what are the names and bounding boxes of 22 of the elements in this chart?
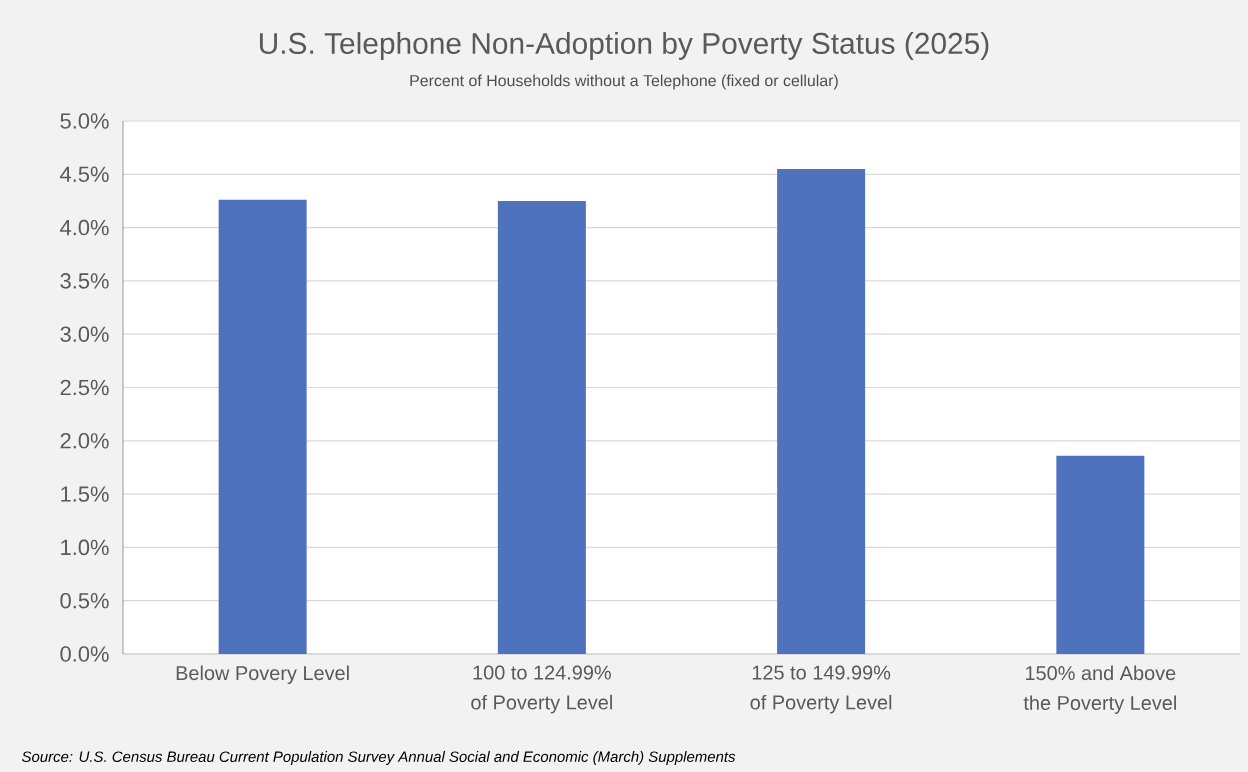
- y-tick-label: 5.0%: [60, 113, 109, 129]
- y-tick-label: 3.5%: [60, 273, 109, 289]
- text: Source: U.S. Census Bureau Current Population Survey Annual Social and Economic (March) Supplements: [21, 751, 736, 765]
- bar: [777, 168, 866, 654]
- y-tick-label: 0.0%: [60, 646, 109, 662]
- bar: [218, 199, 307, 654]
- chart-subtitle: Percent of Households without a Telephone (fixed or cellular): [410, 74, 838, 90]
- y-tick-label: 2.0%: [60, 433, 109, 449]
- y-tick-label: 0.5%: [60, 592, 109, 609]
- x-tick-label: 125 to 149.99% of Poverty Level: [750, 665, 892, 714]
- x-tick-label: 150% and Above the Poverty Level: [1023, 665, 1176, 714]
- bar: [497, 200, 586, 654]
- y-tick-label: 4.0%: [60, 219, 109, 236]
- x-tick-label: Below Povery Level: [176, 665, 349, 685]
- y-tick-label: 1.5%: [61, 486, 109, 502]
- y-tick-label: 3.0%: [60, 326, 109, 342]
- chart-title: U.S. Telephone Non-Adoption by Poverty Status (2025): [259, 32, 989, 60]
- x-tick-label: 100 to 124.99% of Poverty Level: [471, 665, 612, 714]
- bar: [1056, 455, 1145, 654]
- y-tick-label: 4.5%: [60, 166, 109, 182]
- y-tick-label: 1.0%: [61, 539, 109, 556]
- y-tick-label: 2.5%: [60, 379, 109, 396]
